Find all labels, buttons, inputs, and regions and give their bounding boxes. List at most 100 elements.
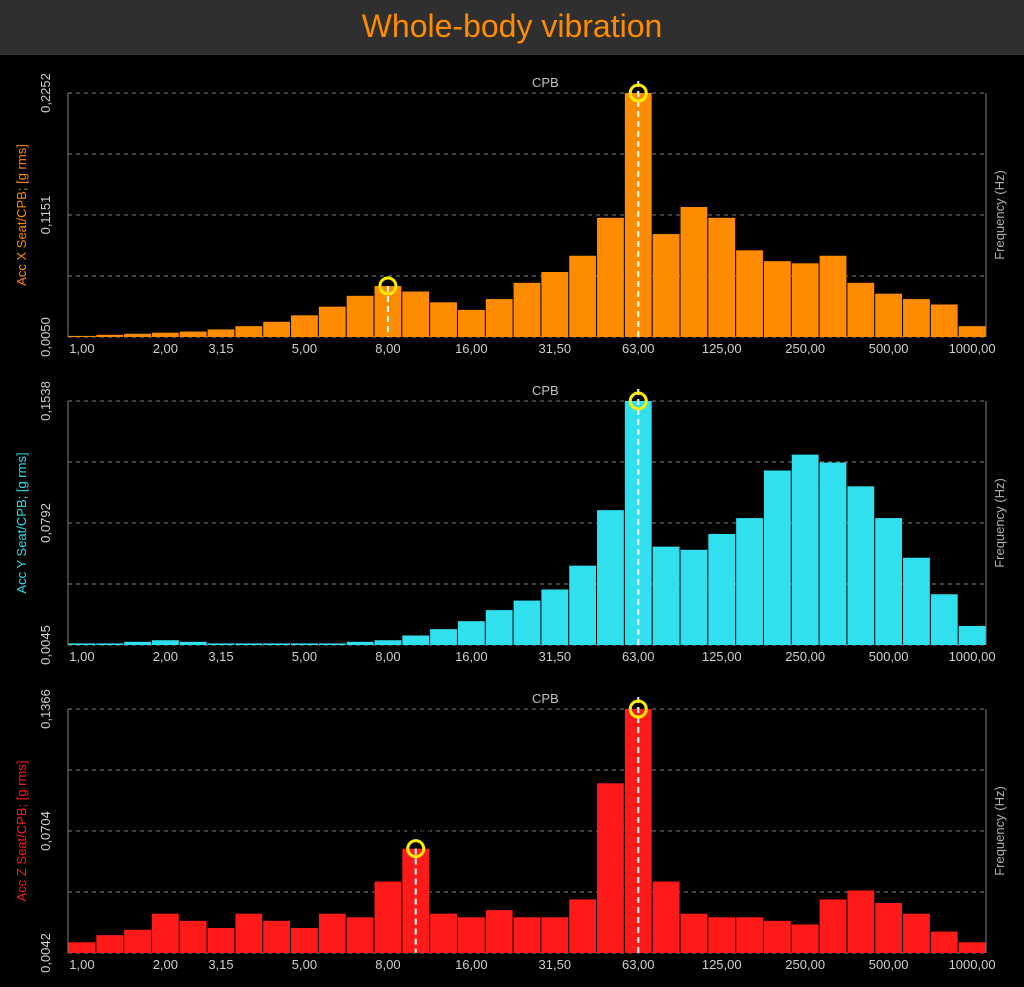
- bar: [347, 917, 374, 953]
- bar: [931, 594, 958, 645]
- bar: [235, 643, 262, 645]
- bar: [736, 917, 763, 953]
- bar: [430, 629, 457, 645]
- bar: [319, 914, 346, 953]
- marker-value: 0,0471: [368, 260, 408, 275]
- panels-container: CPB 0,0471 8,00 0,2252 63,00 1,00 2,00 3,15 5,00…: [0, 55, 1024, 981]
- bar: [875, 294, 902, 337]
- bar: [263, 921, 290, 953]
- bar: [820, 256, 847, 337]
- right-axis-title: Frequency (Hz): [992, 786, 1007, 876]
- x-tick-label: 8,00: [375, 957, 400, 972]
- bar: [291, 315, 318, 337]
- bar: [820, 899, 847, 953]
- y-tick-label: 0,1538: [38, 381, 53, 421]
- chart-svg-x: CPB0,04718,000,225263,001,002,003,155,00…: [8, 65, 1016, 365]
- x-tick-label: 250,00: [785, 649, 825, 664]
- page-title: Whole-body vibration: [0, 0, 1024, 55]
- bar: [319, 643, 346, 645]
- chart-panel-x: CPB0,04718,000,225263,001,002,003,155,00…: [8, 65, 1016, 365]
- bar: [959, 942, 986, 953]
- bar: [152, 640, 179, 645]
- x-tick-label: 500,00: [869, 341, 909, 356]
- bar: [736, 518, 763, 645]
- bar: [903, 299, 930, 337]
- x-tick-label: 63,00: [622, 957, 655, 972]
- bar: [792, 263, 819, 337]
- marker-value: 0,1538: [618, 373, 658, 388]
- bar: [208, 329, 235, 337]
- bar: [96, 643, 123, 645]
- bar: [736, 250, 763, 337]
- x-tick-label: 5,00: [292, 649, 317, 664]
- y-tick-label: 0,1151: [38, 196, 53, 235]
- bar: [124, 930, 151, 953]
- bar: [959, 626, 986, 645]
- x-tick-label: 3,15: [208, 649, 233, 664]
- bar: [820, 463, 847, 645]
- bar: [347, 642, 374, 645]
- y-tick-label: 0,0704: [38, 811, 53, 851]
- x-tick-label: 63,00: [622, 341, 655, 356]
- x-tick-label: 31,50: [539, 649, 572, 664]
- bar: [486, 910, 513, 953]
- x-tick-label: 16,00: [455, 957, 488, 972]
- bar: [430, 914, 457, 953]
- bar: [764, 261, 791, 337]
- bar: [263, 322, 290, 337]
- y-tick-label: 0,2252: [38, 73, 53, 113]
- x-tick-label: 2,00: [153, 957, 178, 972]
- right-axis-title: Frequency (Hz): [992, 478, 1007, 568]
- x-tick-label: 500,00: [869, 649, 909, 664]
- bar: [402, 635, 429, 645]
- bar: [514, 283, 541, 337]
- cpb-label: CPB: [532, 75, 559, 90]
- bar: [124, 334, 151, 337]
- marker-value: 0,0584: [396, 823, 436, 838]
- bar: [764, 470, 791, 645]
- x-tick-label: 63,00: [622, 649, 655, 664]
- bar: [514, 917, 541, 953]
- bar: [708, 534, 735, 645]
- bar: [152, 333, 179, 337]
- bar: [653, 882, 680, 953]
- bar: [514, 601, 541, 645]
- x-tick-label: 5,00: [292, 341, 317, 356]
- bar: [931, 304, 958, 337]
- bar: [375, 882, 402, 953]
- bar: [291, 643, 318, 645]
- y-tick-label: 0,0792: [38, 503, 53, 543]
- bar: [847, 890, 874, 953]
- x-tick-label: 16,00: [455, 649, 488, 664]
- bar: [569, 566, 596, 645]
- bar: [708, 218, 735, 337]
- x-tick-label: 125,00: [702, 649, 742, 664]
- x-tick-label: 1000,00: [949, 957, 996, 972]
- bar: [375, 640, 402, 645]
- bar: [541, 272, 568, 337]
- x-tick-label: 8,00: [375, 649, 400, 664]
- x-tick-label: 1,00: [69, 341, 94, 356]
- bar: [681, 550, 708, 645]
- bar: [653, 547, 680, 645]
- x-tick-label: 1,00: [69, 649, 94, 664]
- y-axis-title: Acc Y Seat/CPB; [g rms]: [14, 452, 29, 593]
- bar: [208, 643, 235, 645]
- bar: [959, 326, 986, 337]
- cpb-label: CPB: [532, 691, 559, 706]
- marker-value: 0,2252: [618, 65, 658, 80]
- x-tick-label: 1000,00: [949, 341, 996, 356]
- bar: [792, 455, 819, 645]
- bar: [402, 291, 429, 337]
- bar: [180, 332, 207, 337]
- x-tick-label: 1000,00: [949, 649, 996, 664]
- y-tick-label: 0,1366: [38, 689, 53, 729]
- x-tick-label: 8,00: [375, 341, 400, 356]
- bar: [541, 589, 568, 645]
- x-tick-label: 2,00: [153, 341, 178, 356]
- bar: [152, 914, 179, 953]
- bar: [208, 928, 235, 953]
- bar: [458, 310, 485, 337]
- marker-value: 0,1366: [618, 681, 658, 696]
- bar: [653, 234, 680, 337]
